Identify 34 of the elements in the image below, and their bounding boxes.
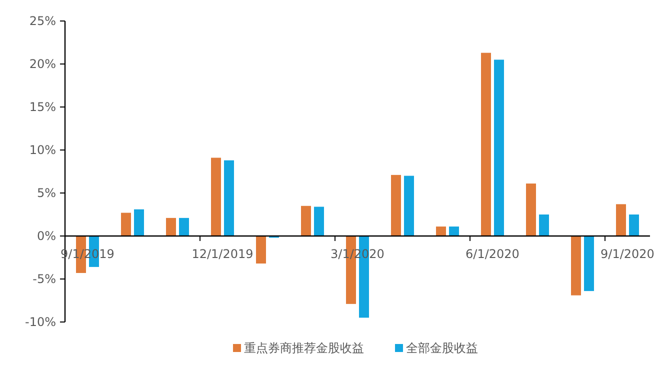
bar [629, 214, 639, 236]
bar [256, 236, 266, 264]
bar [134, 209, 144, 236]
bar [391, 174, 401, 236]
bar [494, 60, 504, 236]
bar [224, 160, 234, 236]
bar [481, 52, 491, 236]
x-tick-label: 12/1/2019 [192, 247, 254, 261]
bar [166, 218, 176, 236]
bar [179, 218, 189, 236]
y-tick-label: 10% [29, 143, 56, 157]
bar [301, 206, 311, 236]
y-tick-label: 20% [29, 57, 56, 71]
bar [121, 212, 131, 236]
x-tick-label: 6/1/2020 [466, 247, 520, 261]
bar [449, 226, 459, 236]
bar [584, 236, 594, 292]
x-tick-label: 9/1/2020 [600, 247, 654, 261]
bar [314, 206, 324, 236]
legend-label: 全部金股收益 [406, 341, 478, 355]
bar [436, 226, 446, 236]
y-tick-label: 25% [29, 14, 56, 28]
y-tick-label: 15% [29, 100, 56, 114]
y-tick-label: 5% [36, 186, 56, 200]
y-tick-label: -10% [24, 315, 56, 329]
bar [211, 158, 221, 236]
bar [571, 236, 581, 296]
bar [616, 204, 626, 236]
bar [526, 184, 536, 236]
y-tick-label: -5% [32, 272, 56, 286]
legend-label: 重点券商推荐金股收益 [244, 341, 364, 355]
bar [404, 176, 414, 236]
y-tick-label: 0% [36, 229, 56, 243]
bar [539, 214, 549, 236]
